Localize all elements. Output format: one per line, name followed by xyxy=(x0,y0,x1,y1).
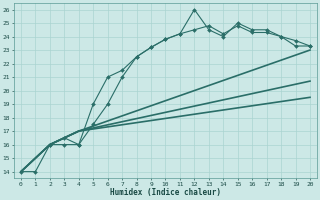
X-axis label: Humidex (Indice chaleur): Humidex (Indice chaleur) xyxy=(110,188,221,197)
